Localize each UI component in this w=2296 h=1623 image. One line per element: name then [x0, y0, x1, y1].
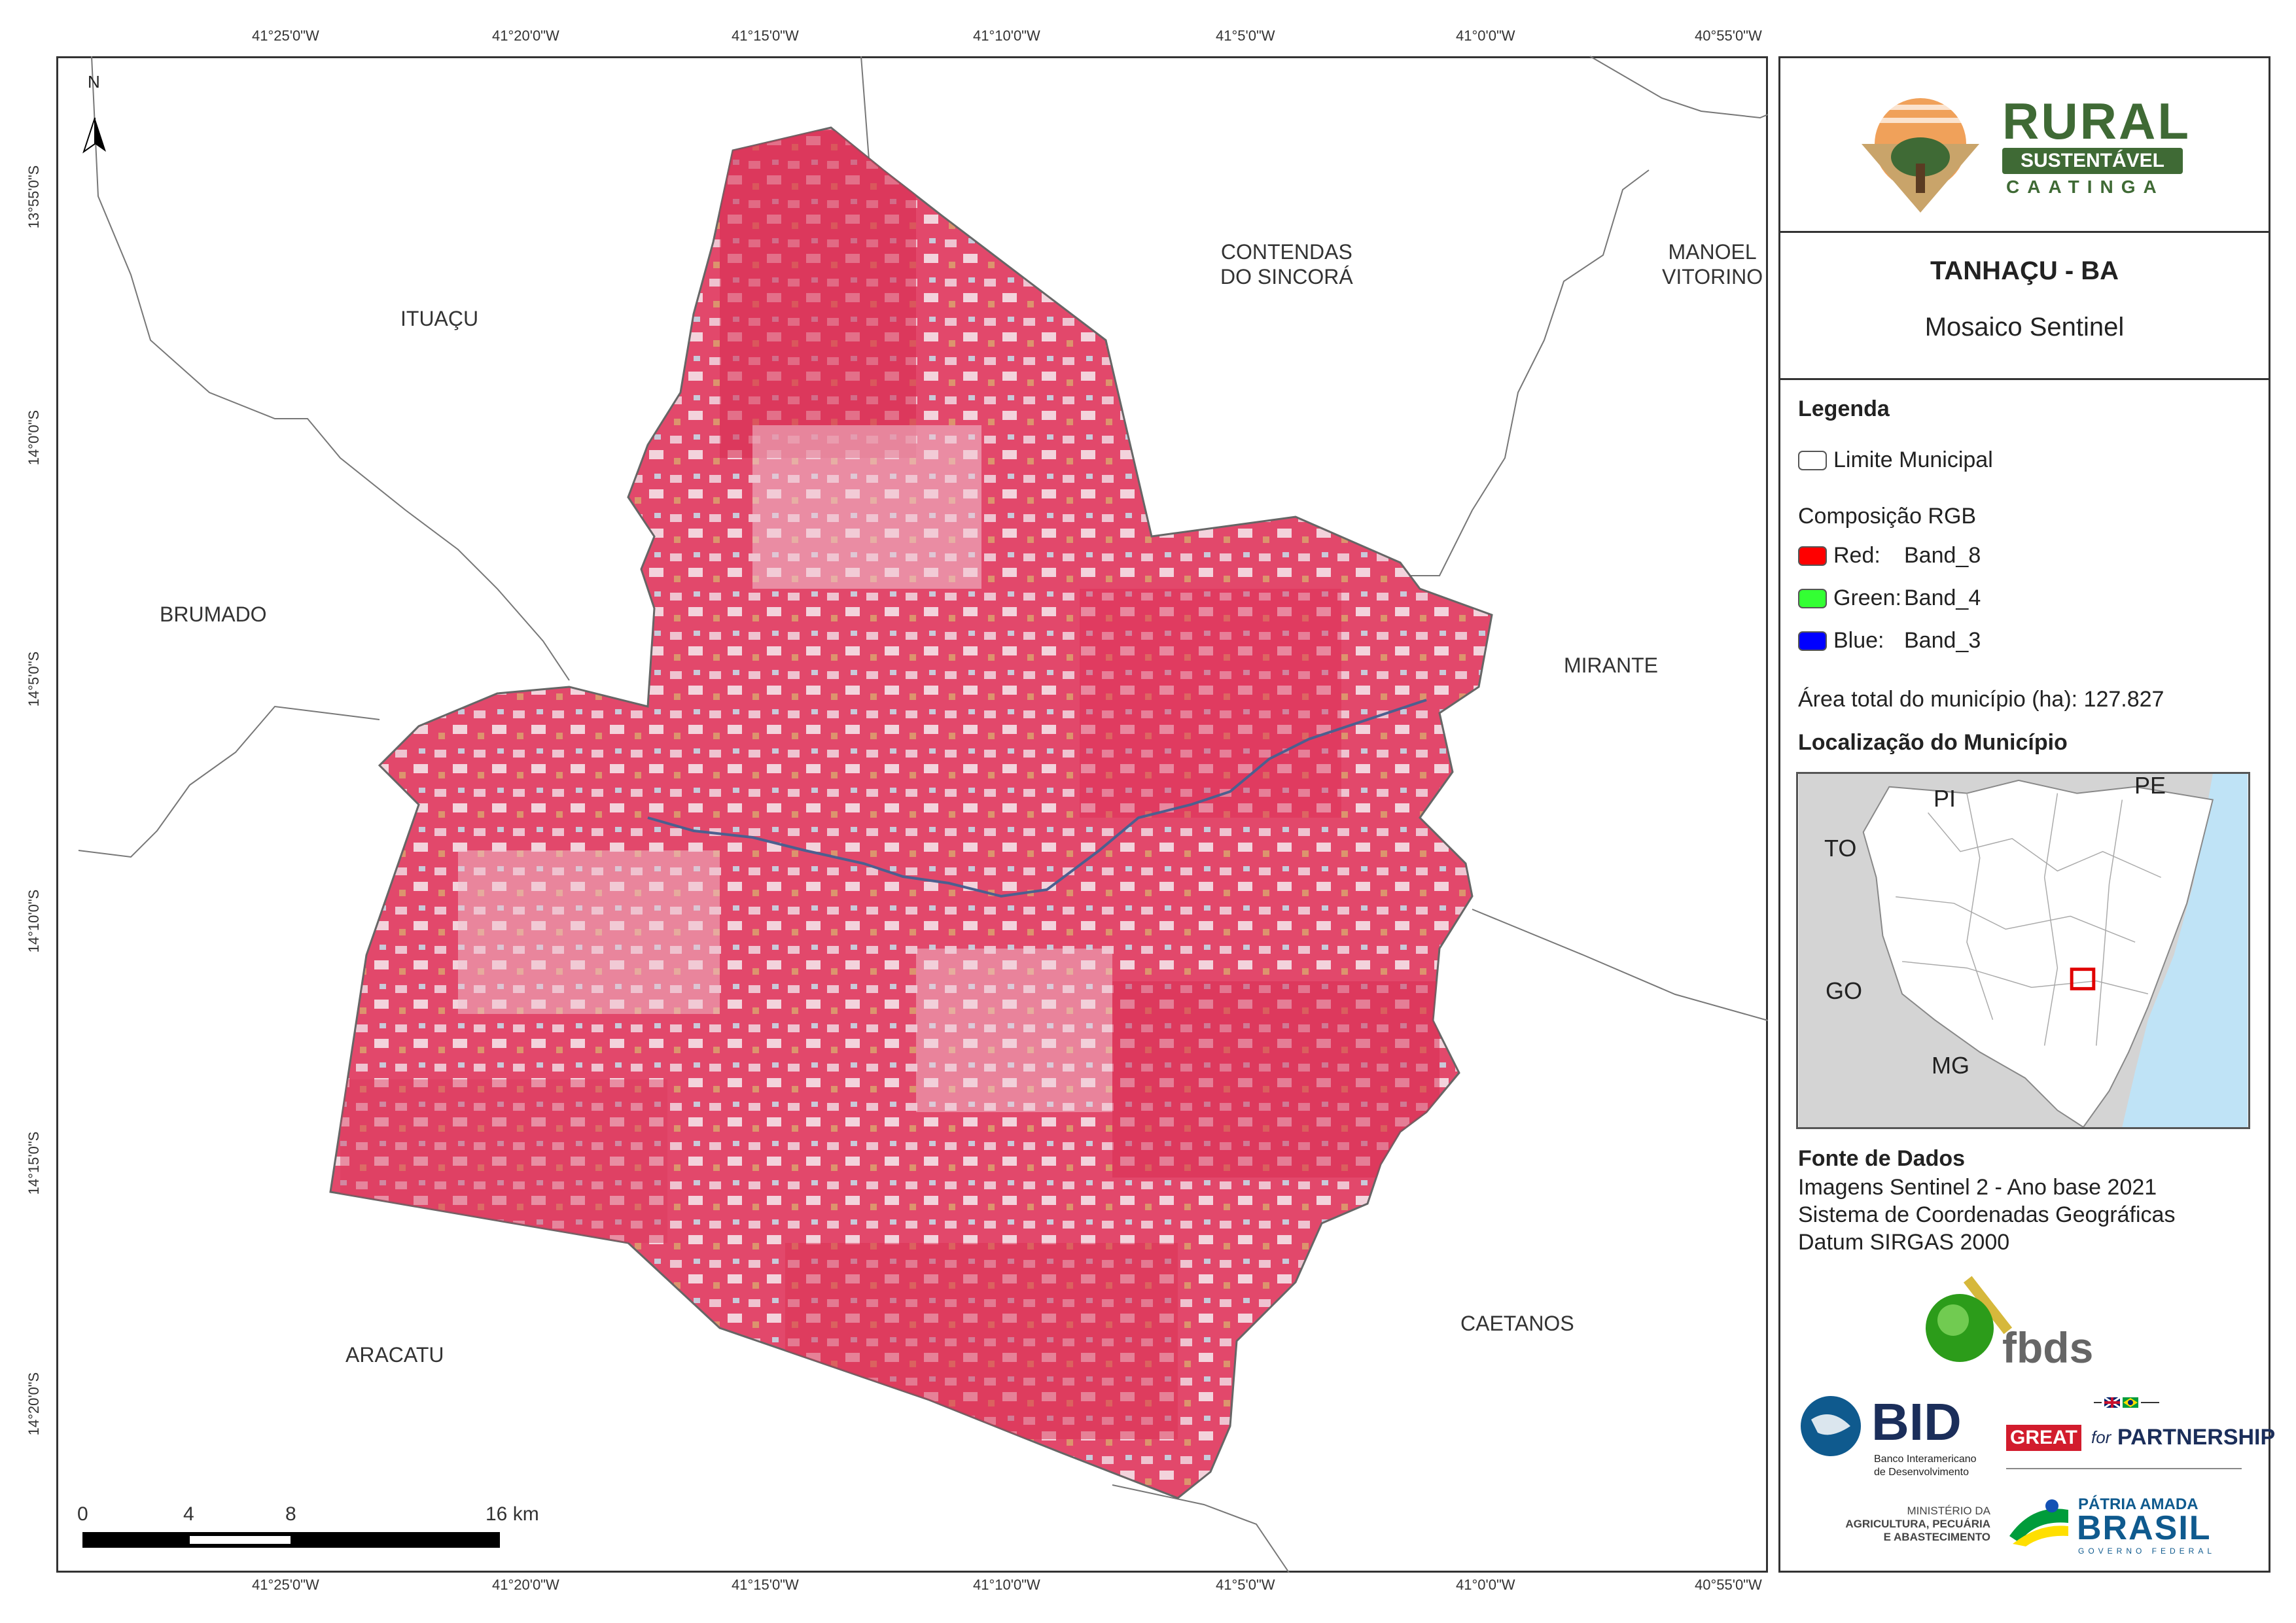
lon-tick: 40°55'0"W: [1695, 1577, 1762, 1593]
patria-amada-text: PÁTRIA AMADA: [2078, 1495, 2199, 1513]
lon-tick: 40°55'0"W: [1695, 27, 1762, 44]
brasil-text: BRASIL: [2077, 1509, 2212, 1547]
legend-band-red: Red: Band_8: [1798, 543, 1981, 568]
lon-tick: 41°0'0"W: [1456, 1577, 1515, 1593]
source-line: Sistema de Coordenadas Geográficas: [1798, 1202, 2176, 1227]
limit-swatch: [1798, 450, 1827, 470]
uk-brazil-flags-icon: [2094, 1396, 2159, 1409]
great-text: GREAT: [2010, 1427, 2077, 1448]
lon-tick: 41°0'0"W: [1456, 27, 1515, 44]
limit-label: Limite Municipal: [1833, 447, 1993, 472]
lon-tick: 41°5'0"W: [1216, 1577, 1275, 1593]
lon-tick: 41°20'0"W: [492, 1577, 559, 1593]
scale-bar: [82, 1532, 500, 1548]
partnership-divider: [2006, 1468, 2242, 1469]
band-channel: Green:: [1833, 585, 1901, 610]
rural-sustentavel-emblem-icon: [1862, 98, 1979, 213]
band-name: Band_3: [1904, 628, 1981, 653]
fbds-text: fbds: [2002, 1323, 2094, 1372]
governo-federal-text: GOVERNO FEDERAL: [2078, 1546, 2216, 1556]
river: [647, 699, 1427, 898]
lon-tick: 41°10'0"W: [973, 1577, 1040, 1593]
sustentavel-badge: SUSTENTÁVEL: [2002, 148, 2183, 174]
band-name: Band_8: [1904, 543, 1981, 568]
legend-heading: Legenda: [1798, 396, 1890, 421]
lon-tick: 41°15'0"W: [732, 1577, 799, 1593]
title-section: [1778, 233, 2270, 380]
green-swatch: [1798, 588, 1827, 608]
band-channel: Red:: [1833, 543, 1881, 568]
lon-tick: 41°25'0"W: [252, 27, 319, 44]
partnership-text: PARTNERSHIP: [2117, 1425, 2276, 1450]
brasil-flag-icon: [2009, 1499, 2068, 1546]
municipality-mosaic: [329, 126, 1493, 1499]
state-pi: PI: [1934, 785, 1956, 812]
blue-swatch: [1798, 631, 1827, 651]
town-contendas-line2: DO SINCORÁ: [1220, 265, 1353, 288]
ministry-line-3: E ABASTECIMENTO: [1883, 1531, 1990, 1543]
scale-label: 0: [77, 1503, 88, 1525]
state-mg: MG: [1932, 1052, 1969, 1079]
sources-heading: Fonte de Dados: [1798, 1146, 1966, 1171]
map-subtitle: Mosaico Sentinel: [1924, 313, 2125, 341]
ministry-line-1: MINISTÉRIO DA: [1907, 1505, 1990, 1517]
lon-tick: 41°5'0"W: [1216, 27, 1275, 44]
ministry-line-2: AGRICULTURA, PECUÁRIA: [1845, 1518, 1990, 1530]
bid-text: BID: [1871, 1393, 1962, 1451]
lon-tick: 41°20'0"W: [492, 27, 559, 44]
legend-band-green: Green: Band_4: [1798, 585, 1981, 611]
state-pe: PE: [2134, 772, 2166, 799]
scale-label: 8: [285, 1503, 296, 1525]
logo-section: [1778, 56, 2270, 233]
town-manoel-vitorino: MANOEL VITORINO: [1662, 239, 1763, 289]
municipality-title: TANHAÇU - BA: [1930, 256, 2119, 285]
caatinga-text: CAATINGA: [2006, 177, 2164, 197]
area-total: Área total do município (ha): 127.827: [1798, 687, 2164, 712]
location-inset-map: [1796, 772, 2250, 1129]
state-to: TO: [1824, 835, 1857, 862]
legend-limit: Limite Municipal: [1798, 447, 1993, 473]
municipal-boundaries: [78, 56, 1769, 1573]
fbds-logo-icon: [1926, 1276, 2013, 1362]
band-channel: Blue:: [1833, 628, 1884, 653]
source-line: Datum SIRGAS 2000: [1798, 1230, 2010, 1255]
lon-tick: 41°25'0"W: [252, 1577, 319, 1593]
town-caetanos: CAETANOS: [1460, 1312, 1574, 1335]
bid-subtitle-1: Banco Interamericano: [1874, 1454, 1977, 1465]
town-brumado: BRUMADO: [160, 602, 267, 626]
source-line: Imagens Sentinel 2 - Ano base 2021: [1798, 1175, 2157, 1200]
scale-label: 16 km: [486, 1503, 539, 1525]
town-manoel-line2: VITORINO: [1662, 265, 1763, 288]
town-mirante: MIRANTE: [1564, 654, 1658, 677]
legend-band-blue: Blue: Band_3: [1798, 628, 1981, 654]
lon-tick: 41°15'0"W: [732, 27, 799, 44]
rural-title: RURAL: [2002, 92, 2191, 150]
lon-tick: 41°10'0"W: [973, 27, 1040, 44]
band-name: Band_4: [1904, 585, 1981, 610]
town-manoel-line1: MANOEL: [1668, 240, 1757, 264]
bid-logo-icon: [1801, 1396, 1861, 1456]
for-text: for: [2091, 1427, 2111, 1447]
side-panel: [1778, 56, 2270, 1573]
location-heading: Localização do Município: [1798, 730, 2068, 755]
scale-label: 4: [183, 1503, 194, 1525]
town-aracatu: ARACATU: [345, 1343, 444, 1367]
composition-label: Composição RGB: [1798, 504, 1977, 529]
north-arrow-icon: [82, 117, 106, 154]
great-badge: GREAT: [2006, 1425, 2081, 1451]
town-ituacu: ITUAÇU: [400, 307, 479, 330]
town-contendas-line1: CONTENDAS: [1220, 240, 1352, 264]
town-contendas: CONTENDAS DO SINCORÁ: [1220, 239, 1353, 289]
north-label: N: [88, 72, 100, 92]
bid-subtitle-2: de Desenvolvimento: [1874, 1467, 1969, 1478]
map-frame: [56, 56, 1768, 1573]
red-swatch: [1798, 546, 1827, 566]
state-go: GO: [1826, 977, 1863, 1004]
